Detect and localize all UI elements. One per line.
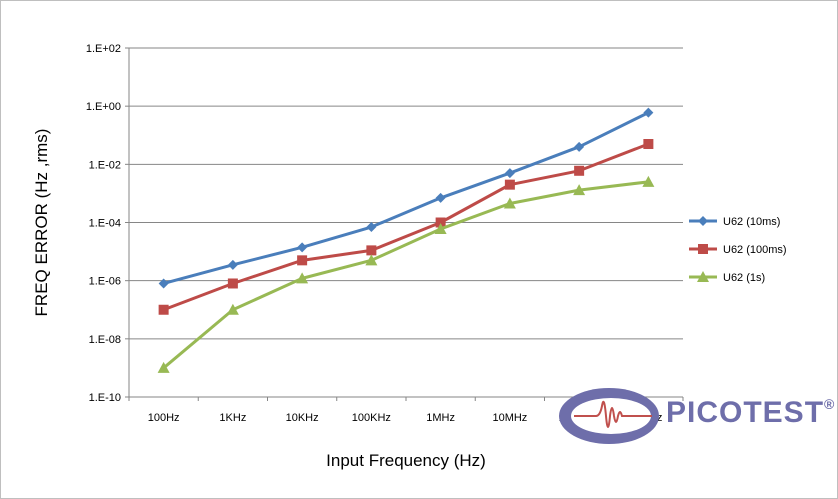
data-point <box>226 303 239 315</box>
data-point <box>157 361 170 373</box>
series-line <box>163 142 649 312</box>
x-tick-label: 1MHz <box>426 412 455 424</box>
data-point <box>504 168 515 179</box>
series-line <box>163 111 650 285</box>
picotest-logo: PICOTEST ® <box>556 386 838 450</box>
data-point <box>435 192 446 203</box>
data-point <box>296 272 309 284</box>
data-point <box>365 254 378 266</box>
y-tick-label: 1.E-04 <box>89 218 121 230</box>
registered-mark: ® <box>824 396 835 412</box>
series-line <box>162 180 649 370</box>
data-point <box>297 255 308 266</box>
legend-label: U62 (100ms) <box>723 244 787 256</box>
legend-marker <box>698 244 708 254</box>
x-tick-label: 1KHz <box>219 412 246 424</box>
x-tick-label: 100KHz <box>352 412 391 424</box>
logo-emblem-icon <box>559 388 659 444</box>
data-point <box>573 184 586 196</box>
data-point <box>297 242 308 253</box>
data-point <box>158 278 169 289</box>
y-tick-label: 1.E+00 <box>86 101 121 113</box>
gridlines <box>129 47 683 398</box>
series-group <box>157 107 655 373</box>
x-tick-label: 100Hz <box>148 412 180 424</box>
data-point <box>643 107 654 118</box>
data-point <box>503 197 516 209</box>
x-tick-label: 10MHz <box>492 412 527 424</box>
series-3 <box>157 175 655 373</box>
data-point <box>574 141 585 152</box>
y-tick-label: 1.E-08 <box>89 334 121 346</box>
y-tick-label: 1.E+02 <box>86 43 121 55</box>
legend-marker <box>697 271 709 282</box>
legend-entry: U62 (10ms) <box>689 216 780 228</box>
y-tick-label: 1.E-06 <box>89 276 121 288</box>
series-2 <box>158 139 654 315</box>
x-tick-label: 10KHz <box>286 412 319 424</box>
y-axis-title: FREQ ERROR (Hz ,rms) <box>32 129 51 317</box>
data-point <box>366 245 377 256</box>
legend-label: U62 (10ms) <box>723 216 780 228</box>
data-point <box>227 278 238 289</box>
data-point <box>435 217 446 228</box>
legend: U62 (10ms) U62 (100ms) U62 (1s) <box>689 216 787 284</box>
legend-label: U62 (1s) <box>723 272 765 284</box>
legend-entry: U62 (1s) <box>689 271 765 284</box>
series-1 <box>158 107 654 289</box>
axes <box>125 47 684 401</box>
x-axis-title: Input Frequency (Hz) <box>326 451 486 470</box>
data-point <box>366 222 377 233</box>
data-point <box>643 139 654 150</box>
data-point <box>434 222 447 234</box>
legend-entry: U62 (100ms) <box>689 244 787 256</box>
data-point <box>158 304 169 315</box>
y-tick-label: 1.E-02 <box>89 159 121 171</box>
data-point <box>227 259 238 270</box>
y-tick-labels: 1.E+02 1.E+00 1.E-02 1.E-04 1.E-06 1.E-08 1.E-… <box>86 43 121 404</box>
y-tick-label: 1.E-10 <box>89 392 121 404</box>
logo-text: PICOTEST <box>666 396 825 429</box>
legend-marker <box>698 216 708 226</box>
data-point <box>642 175 655 187</box>
data-point <box>574 165 585 176</box>
data-point <box>504 179 515 190</box>
